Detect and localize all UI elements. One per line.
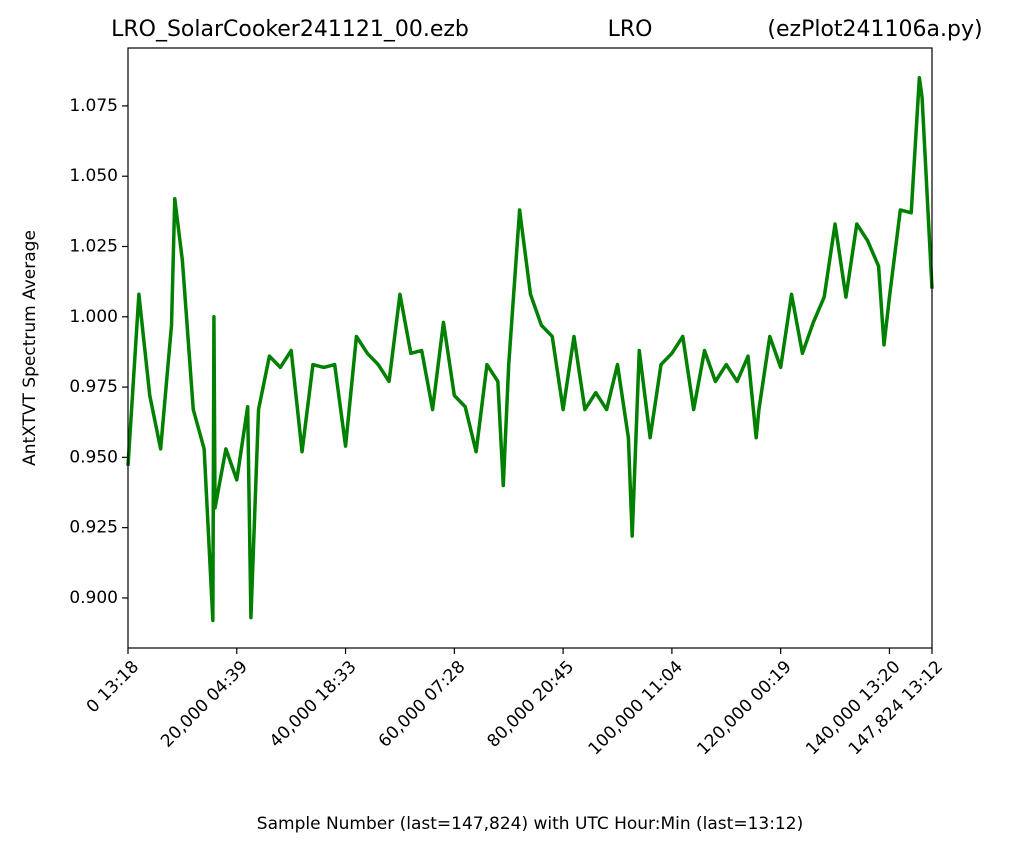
plot-frame — [127, 47, 933, 649]
x-tick-label: 40,000 18:33 — [266, 657, 361, 752]
chart-title: (ezPlot241106a.py) — [767, 17, 982, 42]
y-tick-label: 0.925 — [69, 518, 118, 538]
y-tick-label: 1.025 — [69, 237, 118, 257]
data-line — [126, 76, 934, 623]
x-axis-label: Sample Number (last=147,824) with UTC Ho… — [257, 814, 803, 834]
y-tick-label: 0.950 — [69, 447, 118, 467]
y-tick-label: 1.000 — [69, 307, 118, 327]
y-axis-label: AntXTVT Spectrum Average — [20, 230, 40, 466]
x-tick-label: 20,000 04:39 — [157, 657, 252, 752]
x-tick-label: 80,000 20:45 — [484, 657, 579, 752]
y-tick-label: 1.050 — [69, 166, 118, 186]
y-tick-label: 0.900 — [69, 588, 118, 608]
y-tick-label: 1.075 — [69, 96, 118, 116]
x-tick-label: 0 13:18 — [83, 657, 143, 717]
chart-title: LRO_SolarCooker241121_00.ezb — [111, 17, 469, 42]
x-tick-label: 60,000 07:28 — [375, 657, 470, 752]
x-tick-label: 120,000 00:19 — [693, 657, 795, 759]
chart-title: LRO — [608, 17, 653, 42]
x-tick-label: 100,000 11:04 — [585, 657, 687, 759]
y-tick-label: 0.975 — [69, 377, 118, 397]
